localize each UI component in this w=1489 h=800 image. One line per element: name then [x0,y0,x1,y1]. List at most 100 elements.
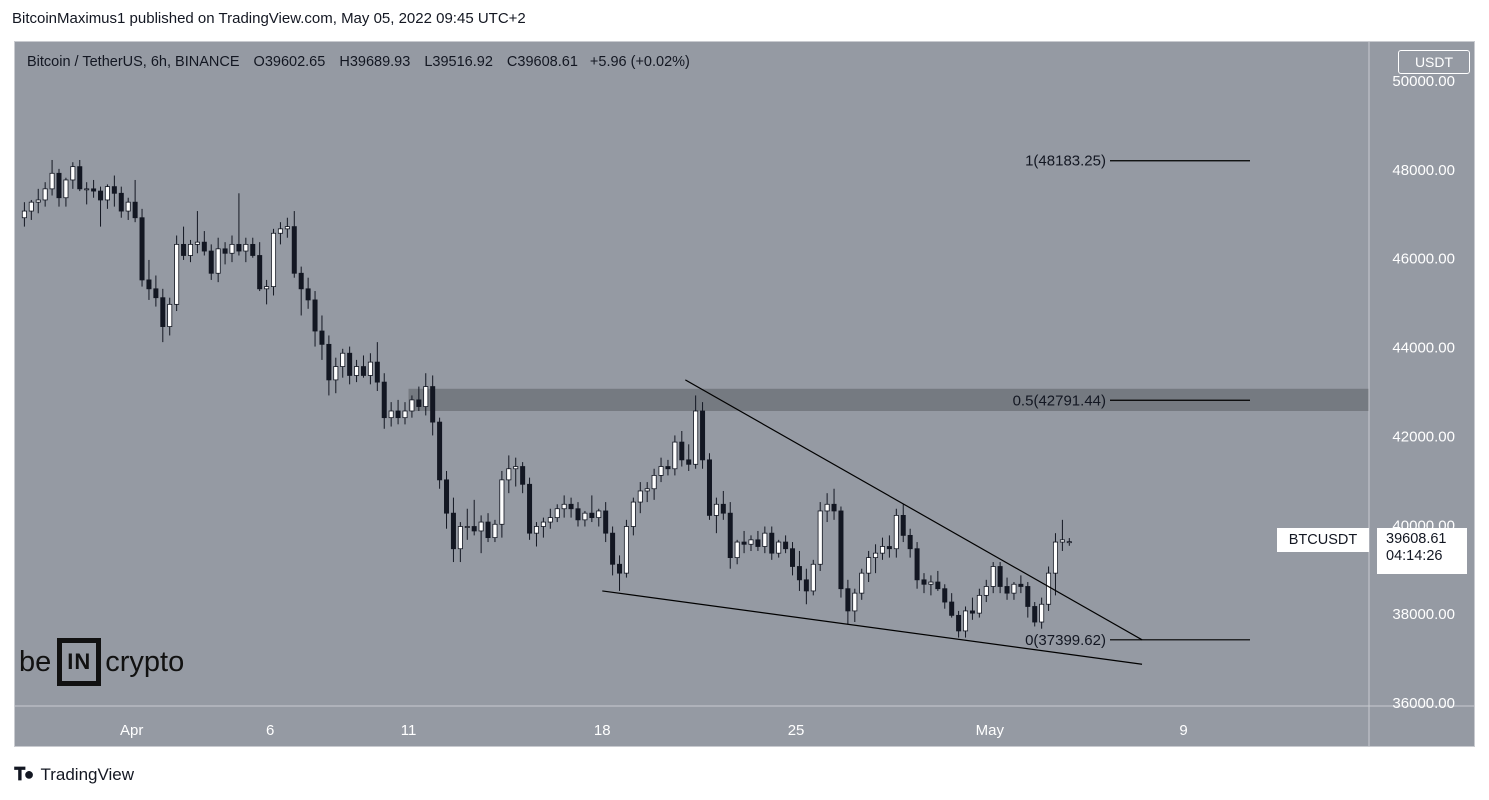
candle-body [104,186,110,201]
y-tick-label: 42000.00 [1392,428,1455,445]
candle-body [513,466,519,470]
candle-body [679,441,685,461]
candle-body [194,241,200,245]
tradingview-footer[interactable]: 𝐓● TradingView [14,764,134,785]
candle-body [395,410,401,419]
candle-body [845,588,851,612]
candle-body [201,241,207,252]
logo-text-right: crypto [105,645,185,678]
candle-body [741,541,747,545]
candle-body [21,210,27,219]
candle-body [824,503,830,512]
candle-body [457,526,463,550]
candle-body [84,188,90,191]
candle-body [596,510,602,519]
candle-body [153,288,159,299]
candle-body [485,521,491,539]
candle-body [423,386,429,407]
y-tick-label: 36000.00 [1392,695,1455,712]
candle-body [347,352,353,376]
candle-body [146,279,152,290]
candle-body [672,441,678,470]
candle-body [693,410,699,465]
candle-body [49,172,55,190]
candle-body [1052,541,1058,574]
high-label: H [339,54,350,70]
open-label: O [253,54,265,70]
candle-body [416,399,422,407]
candle-body [478,521,484,532]
candle-body [77,166,83,190]
currency-button[interactable]: USDT [1398,50,1470,74]
candle-body [229,243,235,254]
candle-body [277,228,283,234]
ohlc-legend: Bitcoin / TetherUS, 6h, BINANCE O39602.6… [27,54,690,70]
candle-body [533,526,539,534]
fib-level-0.5-label: 0.5(42791.44) [1013,392,1106,409]
candle-body [748,539,754,545]
high-value: 39689.93 [349,54,411,70]
candle-body [28,201,34,212]
candle-body [589,512,595,519]
candle-body [720,503,726,514]
candle-body [437,421,443,481]
candle-body [914,548,920,581]
candle-body [706,459,712,516]
x-tick-label: 9 [1179,722,1187,739]
candle-body [374,361,380,383]
candle-body [236,243,242,252]
candle-body [63,179,69,199]
candle-body [700,410,706,461]
candle-body [312,299,318,332]
candle-body [866,557,872,574]
candle-body [132,201,138,219]
chart-panel[interactable]: 1(48183.25) 0.5(42791.44) 0(37399.62) 3600… [14,41,1475,747]
publisher-header: BitcoinMaximus1 published on TradingView… [12,10,526,27]
candle-body [354,366,360,376]
candle-body [900,514,906,536]
candle-body [637,490,643,503]
candle-body [796,566,802,581]
candle-body [990,566,996,587]
fib-level-1-label: 1(48183.25) [1025,153,1106,170]
candle-body [499,479,505,525]
candle-body [187,243,193,256]
descending-resistance-line [685,379,1143,641]
candle-body [91,188,97,192]
candle-body [208,250,214,274]
candle-body [949,601,955,616]
candle-body [838,510,844,590]
candle-body [755,539,761,547]
symbol-label[interactable]: Bitcoin / TetherUS, 6h, BINANCE [27,54,240,70]
candle-body [1025,586,1031,607]
candle-body [921,579,927,585]
candle-body [257,255,263,290]
candle-body [291,226,297,274]
candle-body [527,483,533,534]
candle-body [776,541,782,554]
beincrypto-logo: be IN crypto [19,638,184,686]
close-label: C [506,54,518,70]
candle-body [810,563,816,592]
candle-body [713,503,719,516]
candle-body [783,541,789,550]
candle-body [817,510,823,565]
candle-body [644,488,650,492]
y-tick-label: 38000.00 [1392,606,1455,623]
candle-body [1011,583,1017,594]
candlestick-chart[interactable]: 1(48183.25) 0.5(42791.44) 0(37399.62) 3600… [15,42,1474,746]
candle-body [1018,583,1024,587]
candle-body [305,288,311,301]
y-tick-label: 46000.00 [1392,251,1455,268]
candle-body [160,297,166,327]
open-value: 39602.65 [264,54,326,70]
candle-body [250,243,256,256]
candle-body [1032,606,1038,623]
candle-body [56,172,62,199]
candle-body [98,190,104,201]
candle-body [734,541,740,559]
candle-body [319,330,325,345]
y-tick-label: 44000.00 [1392,340,1455,357]
candle-body [381,381,387,419]
candle-body [651,475,657,490]
